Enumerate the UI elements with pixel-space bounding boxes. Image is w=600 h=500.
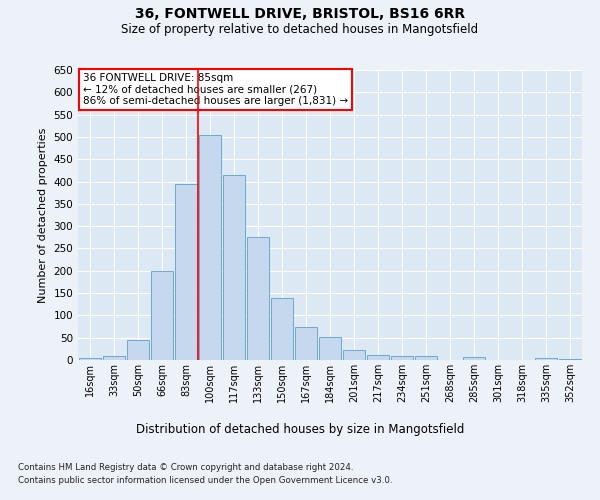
Bar xyxy=(223,175,245,360)
Bar xyxy=(391,356,413,360)
Bar xyxy=(559,358,581,360)
Bar xyxy=(535,358,557,360)
Bar xyxy=(343,350,365,360)
Bar xyxy=(463,358,485,360)
Text: Contains HM Land Registry data © Crown copyright and database right 2024.: Contains HM Land Registry data © Crown c… xyxy=(18,462,353,471)
Bar xyxy=(247,238,269,360)
Bar xyxy=(151,271,173,360)
Bar xyxy=(367,354,389,360)
Text: 36, FONTWELL DRIVE, BRISTOL, BS16 6RR: 36, FONTWELL DRIVE, BRISTOL, BS16 6RR xyxy=(135,8,465,22)
Bar xyxy=(103,356,125,360)
Bar xyxy=(79,358,101,360)
Bar xyxy=(415,356,437,360)
Bar xyxy=(295,326,317,360)
Bar xyxy=(271,298,293,360)
Bar xyxy=(175,184,197,360)
Y-axis label: Number of detached properties: Number of detached properties xyxy=(38,128,48,302)
Text: Contains public sector information licensed under the Open Government Licence v3: Contains public sector information licen… xyxy=(18,476,392,485)
Bar xyxy=(319,337,341,360)
Bar xyxy=(199,134,221,360)
Text: 36 FONTWELL DRIVE: 85sqm
← 12% of detached houses are smaller (267)
86% of semi-: 36 FONTWELL DRIVE: 85sqm ← 12% of detach… xyxy=(83,73,348,106)
Text: Size of property relative to detached houses in Mangotsfield: Size of property relative to detached ho… xyxy=(121,22,479,36)
Bar xyxy=(127,340,149,360)
Text: Distribution of detached houses by size in Mangotsfield: Distribution of detached houses by size … xyxy=(136,422,464,436)
